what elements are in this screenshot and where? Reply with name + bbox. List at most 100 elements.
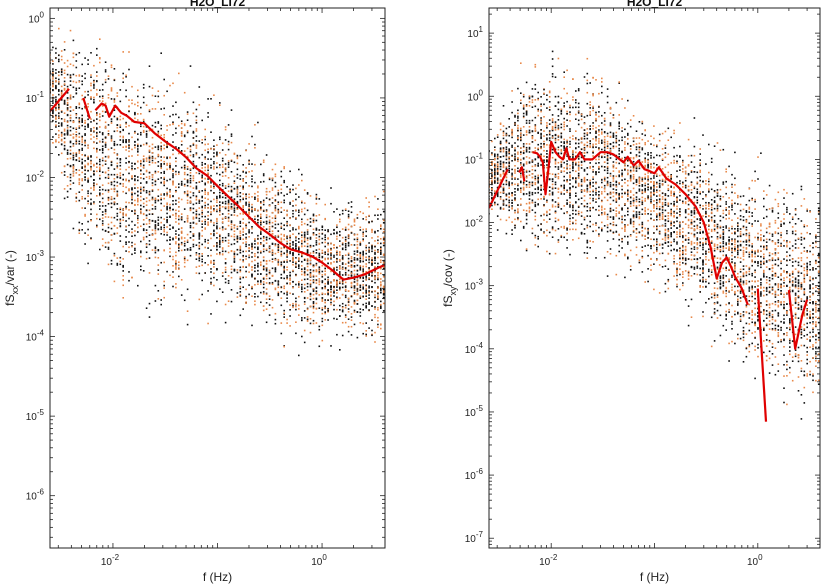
scatter-point: [140, 169, 142, 172]
scatter-point: [219, 239, 221, 242]
scatter-point: [69, 80, 72, 82]
scatter-point: [137, 190, 139, 193]
scatter-point: [201, 176, 203, 178]
scatter-point: [55, 118, 57, 120]
scatter-point: [183, 167, 186, 169]
scatter-point: [254, 267, 256, 269]
scatter-point: [210, 148, 212, 150]
scatter-point: [166, 221, 168, 224]
scatter-point: [128, 132, 130, 135]
scatter-point: [192, 192, 195, 194]
scatter-point: [75, 138, 78, 141]
scatter-point: [52, 108, 54, 111]
scatter-point: [362, 303, 364, 306]
scatter-point: [248, 163, 250, 165]
scatter-point: [248, 213, 250, 215]
scatter-point: [356, 233, 359, 236]
scatter-point: [125, 192, 127, 195]
scatter-point: [347, 213, 350, 216]
scatter-point: [60, 122, 63, 124]
scatter-point: [66, 196, 69, 198]
scatter-point: [514, 123, 516, 125]
scatter-point: [131, 235, 133, 237]
scatter-point: [213, 284, 215, 287]
scatter-point: [151, 176, 154, 178]
scatter-point: [283, 201, 285, 204]
scatter-point: [72, 158, 75, 161]
scatter-point: [151, 87, 154, 89]
scatter-point: [298, 196, 300, 198]
scatter-point: [87, 220, 89, 223]
scatter-point: [142, 189, 145, 192]
scatter-point: [315, 234, 318, 236]
scatter-point: [148, 213, 151, 215]
scatter-point: [339, 240, 341, 242]
scatter-point: [265, 222, 268, 225]
scatter-point: [75, 153, 78, 156]
scatter-point: [140, 144, 142, 147]
scatter-point: [195, 185, 198, 188]
scatter-point: [365, 244, 367, 247]
scatter-point: [277, 293, 280, 295]
scatter-point: [327, 258, 329, 260]
scatter-point: [283, 268, 285, 271]
scatter-point: [265, 298, 268, 300]
scatter-point: [119, 89, 122, 91]
scatter-point: [160, 177, 162, 179]
scatter-point: [134, 199, 136, 202]
scatter-point: [277, 291, 280, 294]
scatter-point: [131, 148, 133, 151]
scatter-point: [172, 153, 174, 156]
scatter-point: [69, 119, 72, 122]
scatter-point: [175, 268, 177, 270]
scatter-point: [119, 182, 122, 185]
scatter-point: [148, 234, 151, 236]
scatter-point: [151, 156, 154, 159]
scatter-point: [157, 249, 160, 251]
scatter-point: [52, 63, 54, 65]
scatter-point: [517, 117, 519, 119]
scatter-point: [262, 180, 265, 183]
scatter-point: [502, 188, 505, 191]
scatter-point: [128, 124, 130, 127]
scatter-point: [154, 284, 157, 287]
scatter-point: [496, 179, 499, 181]
scatter-point: [116, 130, 119, 132]
scatter-point: [192, 207, 195, 210]
scatter-point: [169, 188, 171, 191]
scatter-point: [131, 102, 133, 105]
scatter-point: [178, 223, 180, 225]
scatter-point: [230, 160, 233, 162]
scatter-point: [365, 218, 367, 221]
scatter-point: [318, 238, 321, 241]
scatter-point: [303, 297, 306, 300]
scatter-point: [125, 179, 127, 182]
scatter-point: [327, 293, 329, 296]
scatter-point: [60, 90, 63, 92]
scatter-point: [353, 265, 356, 268]
scatter-point: [292, 261, 294, 263]
scatter-point: [169, 124, 171, 126]
scatter-point: [66, 163, 69, 166]
scatter-point: [274, 208, 277, 211]
scatter-point: [175, 186, 177, 188]
scatter-point: [122, 208, 124, 211]
scatter-point: [96, 122, 98, 125]
scatter-point: [52, 142, 54, 144]
scatter-point: [248, 221, 250, 224]
scatter-point: [380, 324, 382, 326]
scatter-point: [262, 174, 265, 177]
scatter-point: [277, 264, 280, 266]
scatter-point: [230, 243, 233, 246]
scatter-point: [330, 345, 332, 347]
scatter-point: [265, 236, 268, 239]
scatter-point: [517, 208, 519, 210]
scatter-point: [72, 143, 75, 145]
scatter-point: [260, 163, 262, 166]
scatter-point: [239, 266, 242, 269]
scatter-point: [356, 217, 359, 219]
scatter-point: [254, 296, 256, 298]
scatter-point: [283, 167, 285, 170]
scatter-point: [154, 146, 157, 148]
scatter-point: [55, 109, 57, 112]
